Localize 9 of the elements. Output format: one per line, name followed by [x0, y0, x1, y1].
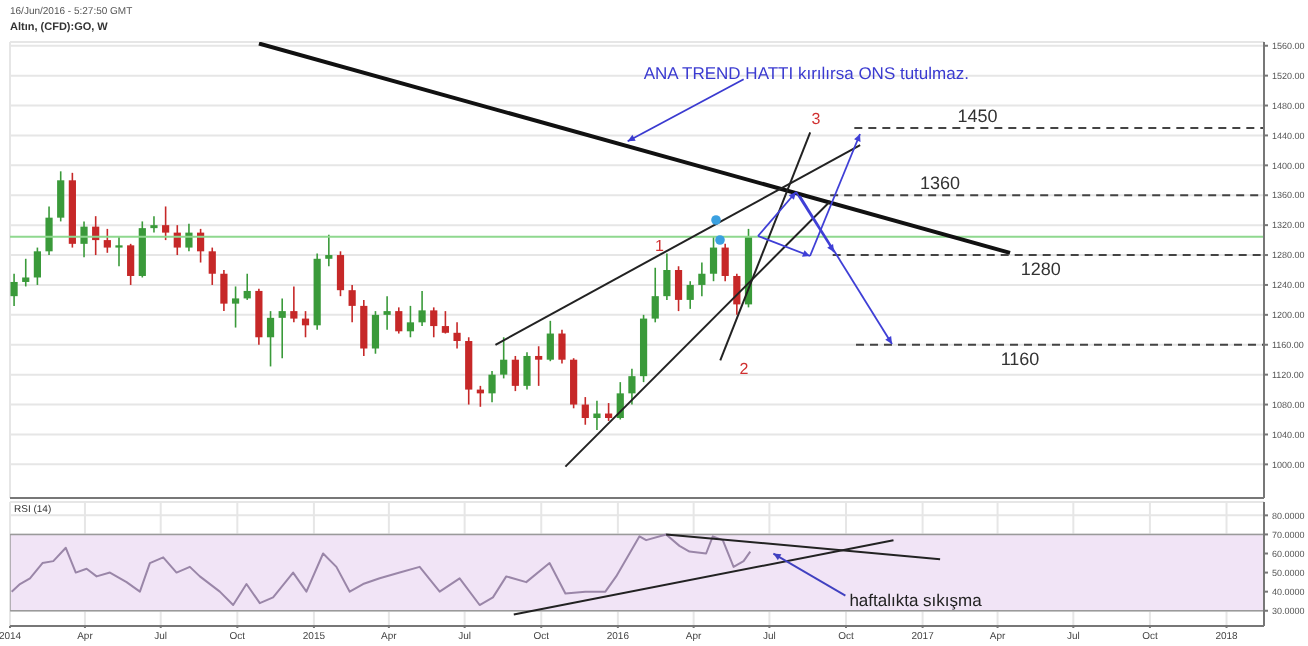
- annotation: ANA TREND HATTI kırılırsa ONS tutulmaz.: [643, 63, 969, 84]
- annotation: 3: [811, 110, 822, 129]
- annotation: 2: [739, 360, 750, 379]
- annotation: 1450: [957, 105, 998, 126]
- annotation: 1280: [1020, 259, 1061, 280]
- annotation: 1160: [1000, 348, 1040, 369]
- annotation: 1: [655, 237, 666, 256]
- annotation: haftalıkta sıkışma: [849, 589, 983, 610]
- annotation: 1360: [920, 173, 961, 194]
